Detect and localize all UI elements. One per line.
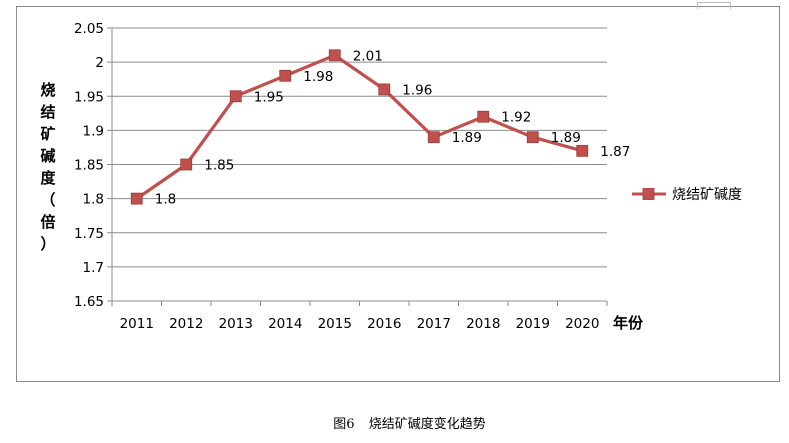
y-axis-label: 烧结矿碱度 （ 倍 ）	[40, 81, 56, 253]
axes	[111, 28, 608, 306]
data-point	[526, 131, 539, 144]
legend-marker	[642, 188, 655, 200]
y-tick-label: 1.75	[74, 226, 104, 242]
data-point	[477, 110, 490, 123]
y-axis-label-char: 碱	[40, 147, 55, 165]
data-point	[279, 69, 292, 82]
data-label: 1.87	[600, 144, 630, 160]
x-tick-label: 2012	[169, 316, 203, 332]
series-line	[135, 53, 583, 200]
legend-label: 烧结矿碱度	[672, 187, 742, 203]
series-layer: 1.8 1.85 1.95 1.98 2.01 1.96 1.89 1.92 1.89 1.87	[130, 48, 630, 208]
data-point	[576, 144, 589, 157]
x-tick-label: 2016	[367, 316, 401, 332]
y-tick-labels: 1.65 1.7 1.75 1.8 1.85 1.9 1.95 2 2.05	[74, 21, 104, 310]
data-point	[328, 49, 341, 62]
x-tick-label: 2019	[516, 316, 550, 332]
figure-caption: 图6 烧结矿碱度变化趋势	[0, 413, 789, 432]
x-tick-label: 2018	[466, 316, 500, 332]
legend: 烧结矿碱度	[632, 187, 742, 203]
corner-mark	[697, 2, 731, 9]
data-label: 1.95	[254, 89, 284, 105]
x-tick-label: 2013	[219, 316, 253, 332]
data-point	[130, 192, 143, 205]
figure-title: 烧结矿碱度变化趋势	[368, 417, 486, 432]
y-tick-label: 1.7	[83, 260, 104, 276]
y-tick-label: 1.8	[83, 192, 104, 208]
figure-number: 图6	[333, 417, 355, 432]
x-tick-label: 2020	[565, 316, 599, 332]
x-tick-label: 2014	[268, 316, 302, 332]
data-label: 1.98	[303, 69, 333, 85]
data-label: 1.85	[204, 158, 234, 174]
x-tick-label: 2015	[318, 316, 352, 332]
y-axis-label-char: 矿	[40, 125, 55, 143]
data-label: 1.89	[551, 130, 581, 146]
y-tick-label: 1.95	[74, 89, 104, 105]
data-label: 1.92	[501, 110, 531, 126]
y-tick-label: 1.65	[74, 294, 104, 310]
y-axis-label-char: （	[40, 191, 55, 209]
y-tick-label: 1.9	[83, 123, 104, 139]
x-tick-label: 2017	[417, 316, 451, 332]
y-axis-label-char: ）	[40, 235, 55, 253]
y-axis-label-char: 度	[40, 169, 56, 187]
data-label: 1.8	[155, 192, 176, 208]
y-axis-label-char: 倍	[40, 213, 55, 231]
data-point	[427, 131, 440, 144]
data-point	[180, 158, 193, 171]
x-tick-labels: 2011 2012 2013 2014 2015 2016 2017 2018 2019 2020	[120, 316, 600, 332]
y-tick-label: 2.05	[74, 21, 104, 37]
data-label: 2.01	[353, 48, 383, 64]
data-point	[229, 90, 242, 103]
data-label: 1.96	[402, 82, 432, 98]
y-axis-label-char: 烧	[40, 81, 55, 99]
x-axis-label: 年份	[613, 314, 644, 332]
y-tick-label: 2	[95, 55, 104, 71]
y-axis-label-char: 结	[40, 103, 55, 121]
data-point	[378, 83, 391, 96]
x-tick-label: 2011	[120, 316, 154, 332]
y-tick-label: 1.85	[74, 158, 104, 174]
data-label: 1.89	[452, 130, 482, 146]
